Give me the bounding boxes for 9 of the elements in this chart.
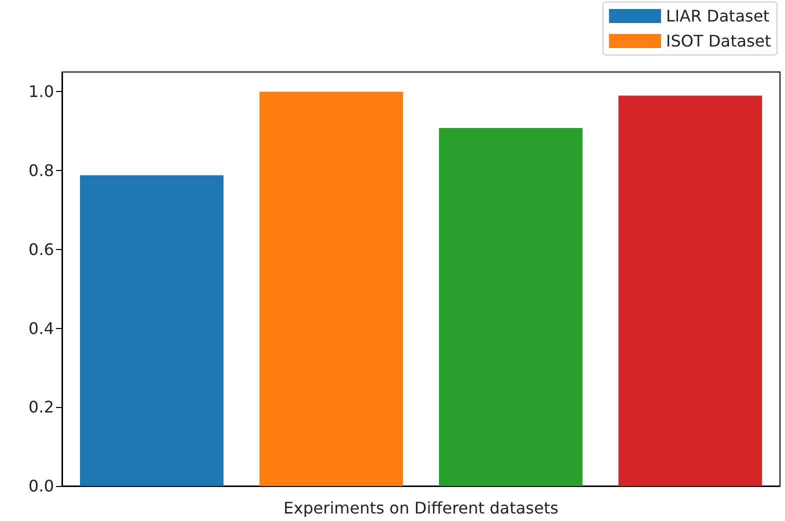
y-tick-label: 0.2	[28, 398, 54, 417]
x-axis-title: Experiments on Different datasets	[284, 498, 558, 518]
y-tick-label: 0.4	[28, 318, 54, 338]
legend-label: ISOT Dataset	[666, 32, 771, 50]
y-tick-label: 0.8	[28, 161, 54, 180]
y-tick-label: 0.0	[28, 476, 54, 496]
y-tick-label: 0.6	[28, 240, 54, 259]
legend-label: LIAR Dataset	[666, 6, 770, 26]
y-tick-label: 1.0	[28, 82, 54, 102]
